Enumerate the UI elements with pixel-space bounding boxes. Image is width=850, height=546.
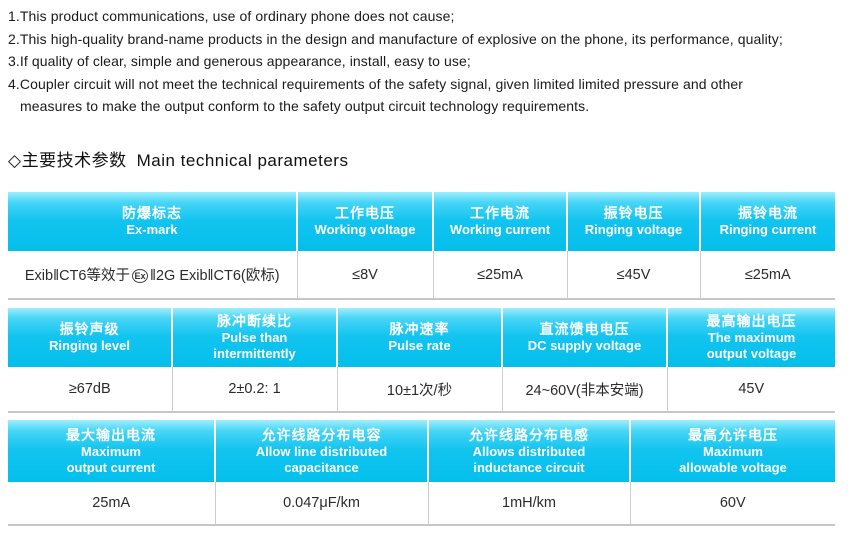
section-heading-en: Main technical parameters [136, 151, 349, 170]
dc-supply-voltage-value: 24~60V(非本安端) [501, 367, 667, 413]
note-item-4: 4.Coupler circuit will not meet the tech… [8, 75, 744, 115]
col-header-dc-supply-voltage: 直流馈电电压 DC supply voltage [501, 308, 667, 367]
col-header-pulse-ratio: 脉冲断续比 Pulse than intermittently [171, 308, 337, 367]
max-output-current-value: 25mA [8, 482, 215, 526]
col-header-en: Maximum allowable voltage [679, 443, 787, 475]
working-voltage-value: ≤8V [296, 251, 433, 300]
table3-header-row: 最大输出电流 Maximum output current 允许线路分布电容 A… [8, 420, 835, 482]
col-header-cn: 直流馈电电压 [539, 321, 630, 337]
col-header-cn: 振铃电流 [738, 205, 798, 221]
allowed-capacitance-value: 0.047μF/km [214, 482, 428, 526]
col-header-en: Ringing voltage [584, 222, 683, 237]
col-header-ringing-current: 振铃电流 Ringing current [699, 192, 835, 251]
col-header-en: The maximum output voltage [706, 330, 797, 361]
col-header-allowed-inductance: 允许线路分布电感 Allows distributed inductance c… [427, 420, 630, 482]
col-header-allowed-capacitance: 允许线路分布电容 Allow line distributed capacita… [214, 420, 428, 482]
table1-data-row: Exib‖CT6等效于 Ex ‖2G Exib‖CT6(欧标) ≤8V ≤25mA … [8, 251, 835, 300]
parameters-table-1: 防爆标志 Ex-mark 工作电压 Working voltage 工作电流 W… [8, 192, 835, 300]
col-header-en: Working voltage [314, 222, 416, 237]
col-header-ringing-level: 振铃声级 Ringing level [8, 308, 172, 367]
col-header-max-allowable-voltage: 最高允许电压 Maximum allowable voltage [629, 420, 835, 482]
col-header-max-output-voltage: 最高输出电压 The maximum output voltage [666, 308, 835, 367]
col-header-cn: 振铃电压 [603, 205, 664, 221]
ex-mark-text-pre: Exib‖CT6等效于 [24, 268, 130, 284]
col-header-cn: 脉冲断续比 [217, 313, 292, 329]
col-header-en: Ex-mark [126, 222, 178, 237]
ex-mark-text-post: ‖2G Exib‖CT6(欧标) [149, 268, 280, 284]
section-heading: ◇主要技术参数 Main technical parameters [8, 146, 348, 171]
col-header-cn: 工作电压 [335, 205, 395, 221]
table3-data-row: 25mA 0.047μF/km 1mH/km 60V [8, 482, 835, 526]
col-header-en: Ringing level [49, 338, 130, 353]
max-allowable-voltage-value: 60V [629, 482, 835, 526]
pulse-rate-value: 10±1次/秒 [336, 367, 502, 413]
section-heading-cn: ◇主要技术参数 [8, 151, 127, 170]
note-item-1: 1.This product communications, use of or… [8, 8, 455, 24]
col-header-max-output-current: 最大输出电流 Maximum output current [8, 420, 215, 482]
col-header-en: Maximum output current [66, 443, 156, 475]
parameters-table-2: 振铃声级 Ringing level 脉冲断续比 Pulse than inte… [8, 308, 835, 413]
col-header-en: Allows distributed inductance circuit [472, 443, 586, 475]
col-header-cn: 防爆标志 [122, 205, 182, 221]
col-header-cn: 振铃声级 [59, 321, 120, 337]
ringing-voltage-value: ≤45V [566, 251, 700, 300]
product-notes: 1.This product communications, use of or… [8, 5, 846, 118]
table1-header-row: 防爆标志 Ex-mark 工作电压 Working voltage 工作电流 W… [8, 192, 835, 251]
col-header-working-voltage: 工作电压 Working voltage [296, 192, 433, 251]
col-header-cn: 最大输出电流 [66, 426, 156, 443]
ex-mark-value: Exib‖CT6等效于 Ex ‖2G Exib‖CT6(欧标) [8, 251, 297, 300]
col-header-ex-mark: 防爆标志 Ex-mark [8, 192, 297, 251]
col-header-cn: 允许线路分布电感 [469, 426, 589, 443]
table2-header-row: 振铃声级 Ringing level 脉冲断续比 Pulse than inte… [8, 308, 835, 367]
ringing-current-value: ≤25mA [699, 251, 835, 300]
max-output-voltage-value: 45V [666, 367, 835, 413]
col-header-en: Working current [449, 222, 551, 237]
note-item-2: 2.This high-quality brand-name products … [8, 30, 783, 47]
col-header-en: Allow line distributed capacitance [255, 443, 388, 475]
col-header-en: Pulse rate [388, 338, 451, 353]
pulse-ratio-value: 2±0.2: 1 [171, 367, 337, 413]
col-header-cn: 最高允许电压 [688, 426, 778, 443]
col-header-en: Pulse than intermittently [213, 330, 296, 361]
col-header-ringing-voltage: 振铃电压 Ringing voltage [566, 192, 700, 251]
col-header-working-current: 工作电流 Working current [432, 192, 567, 251]
table2-data-row: ≥67dB 2±0.2: 1 10±1次/秒 24~60V(非本安端) 45V [8, 367, 835, 413]
ringing-level-value: ≥67dB [8, 367, 172, 413]
col-header-pulse-rate: 脉冲速率 Pulse rate [336, 308, 502, 367]
col-header-cn: 脉冲速率 [389, 321, 450, 337]
allowed-inductance-value: 1mH/km [427, 482, 630, 526]
col-header-en: Ringing current [719, 222, 817, 237]
col-header-en: DC supply voltage [527, 338, 642, 353]
working-current-value: ≤25mA [432, 251, 567, 300]
parameters-table-3: 最大输出电流 Maximum output current 允许线路分布电容 A… [8, 420, 835, 526]
col-header-cn: 工作电流 [470, 205, 530, 221]
ex-hexagon-symbol: Ex [131, 269, 148, 283]
col-header-cn: 允许线路分布电容 [261, 426, 382, 443]
note-item-3: 3.If quality of clear, simple and genero… [8, 53, 471, 70]
col-header-cn: 最高输出电压 [706, 313, 797, 329]
